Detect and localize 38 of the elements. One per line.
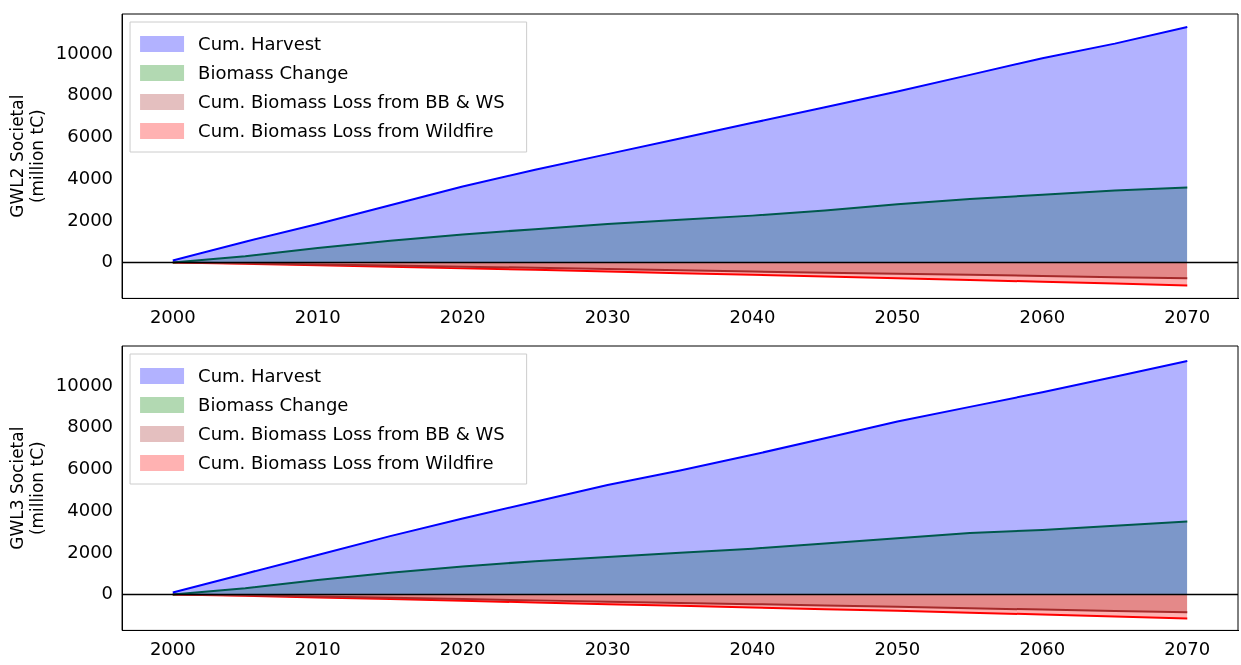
x-tick-label: 2000 xyxy=(149,637,196,659)
legend-label: Cum. Harvest xyxy=(198,32,322,54)
y-tick-label: 4000 xyxy=(67,166,114,188)
y-axis-title: GWL2 Societal (million tC) xyxy=(6,94,48,218)
legend-label: Cum. Biomass Loss from BB & WS xyxy=(198,90,505,112)
y-tick-label: 10000 xyxy=(55,373,114,395)
x-tick-label: 2060 xyxy=(1019,305,1066,327)
legend-label: Biomass Change xyxy=(198,61,349,83)
y-tick-label: 10000 xyxy=(55,41,114,63)
x-tick-label: 2040 xyxy=(729,637,776,659)
y-axis-title: GWL3 Societal (million tC) xyxy=(6,426,48,550)
x-tick-label: 2070 xyxy=(1164,305,1211,327)
y-tick-label: 8000 xyxy=(67,415,114,437)
legend-label: Biomass Change xyxy=(198,393,349,415)
x-tick-label: 2050 xyxy=(874,305,921,327)
x-tick-label: 2010 xyxy=(294,305,341,327)
x-tick-label: 2060 xyxy=(1019,637,1066,659)
y-tick-label: 0 xyxy=(101,582,114,604)
x-tick-label: 2070 xyxy=(1164,637,1211,659)
x-tick-label: 2000 xyxy=(149,305,196,327)
legend-label: Cum. Biomass Loss from Wildfire xyxy=(198,119,494,141)
legend-label: Cum. Harvest xyxy=(198,364,322,386)
x-tick-label: 2010 xyxy=(294,637,341,659)
legend-label: Cum. Biomass Loss from Wildfire xyxy=(198,451,494,473)
x-tick-label: 2020 xyxy=(439,637,486,659)
y-tick-label: 8000 xyxy=(67,83,114,105)
x-tick-label: 2030 xyxy=(584,305,631,327)
x-tick-label: 2050 xyxy=(874,637,921,659)
x-tick-label: 2020 xyxy=(439,305,486,327)
y-tick-label: 6000 xyxy=(67,457,114,479)
x-tick-label: 2040 xyxy=(729,305,776,327)
y-tick-label: 6000 xyxy=(67,125,114,147)
legend-label: Cum. Biomass Loss from BB & WS xyxy=(198,422,505,444)
y-tick-label: 2000 xyxy=(67,208,114,230)
y-tick-label: 4000 xyxy=(67,498,114,520)
y-tick-label: 0 xyxy=(101,250,114,272)
y-tick-label: 2000 xyxy=(67,540,114,562)
x-tick-label: 2030 xyxy=(584,637,631,659)
